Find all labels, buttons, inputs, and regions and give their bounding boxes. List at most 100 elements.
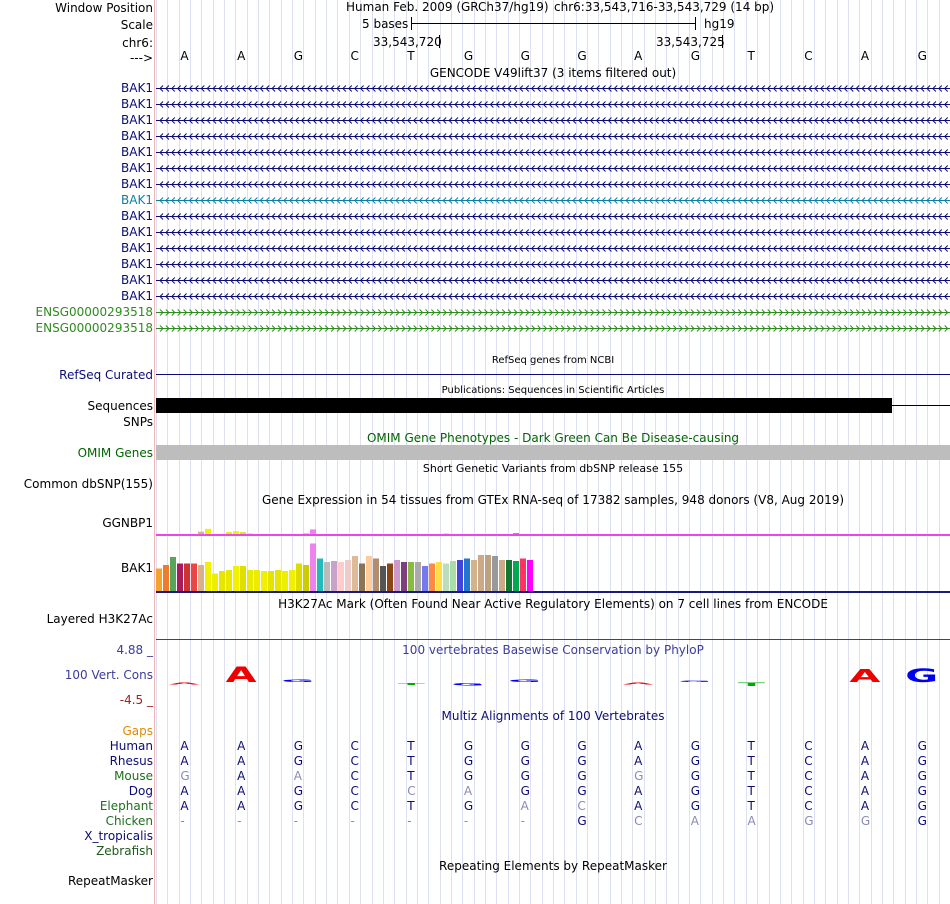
gtex-bak1-bar[interactable]	[226, 570, 232, 591]
gtex-bak1-bar[interactable]	[485, 555, 491, 591]
gtex-bak1-bar[interactable]	[247, 570, 253, 591]
gencode-transcript-feature[interactable]	[156, 97, 950, 111]
publication-sequence-block[interactable]	[156, 398, 892, 413]
gtex-bak1-bar[interactable]	[177, 563, 183, 592]
gtex-bak1-bar[interactable]	[170, 557, 176, 591]
gtex-bak1-bar[interactable]	[205, 562, 211, 591]
gtex-bak1-bar[interactable]	[513, 561, 519, 591]
multiz-species-label[interactable]: Rhesus	[109, 754, 153, 768]
gtex-gene-2-label[interactable]: BAK1	[121, 561, 153, 575]
gtex-bak1-bar[interactable]	[429, 563, 435, 592]
gtex-bak1-bar[interactable]	[254, 570, 260, 591]
gtex-bak1-bar[interactable]	[275, 570, 281, 591]
gtex-bak1-bar[interactable]	[324, 562, 330, 591]
repeatmasker-label[interactable]: RepeatMasker	[67, 874, 153, 888]
gtex-bak1-bar[interactable]	[478, 555, 484, 591]
gtex-bak1-bar[interactable]	[338, 562, 344, 591]
gtex-bak1-bar[interactable]	[443, 563, 449, 592]
gtex-bak1-bar[interactable]	[366, 556, 372, 591]
gtex-bak1-bar[interactable]	[212, 573, 218, 592]
multiz-species-label[interactable]: Chicken	[105, 814, 153, 828]
gencode-transcript-label[interactable]: BAK1	[121, 113, 153, 127]
gtex-bak1-bar[interactable]	[317, 558, 323, 592]
gencode-transcript-label[interactable]: BAK1	[121, 81, 153, 95]
gtex-bak1-bar[interactable]	[387, 563, 393, 592]
gtex-ggnbp1-bar[interactable]	[233, 531, 239, 535]
gencode-transcript-feature[interactable]	[156, 193, 950, 207]
gtex-bak1-bar[interactable]	[450, 561, 456, 591]
omim-phenotype-bar[interactable]	[156, 445, 950, 460]
gencode-transcript-label[interactable]: BAK1	[121, 145, 153, 159]
phylop-label[interactable]: 100 Vert. Cons	[64, 668, 153, 682]
gencode-transcript-feature[interactable]	[156, 225, 950, 239]
gtex-bak1-bar[interactable]	[415, 562, 421, 591]
gtex-bak1-bar[interactable]	[282, 571, 288, 591]
multiz-species-label[interactable]: X_tropicalis	[84, 829, 153, 843]
gencode-transcript-label[interactable]: BAK1	[121, 161, 153, 175]
gtex-bak1-bar[interactable]	[464, 558, 470, 592]
multiz-species-label[interactable]: Zebrafish	[96, 844, 153, 858]
gencode-transcript-feature[interactable]	[156, 81, 950, 95]
gtex-bak1-bar[interactable]	[219, 571, 225, 591]
gtex-bak1-bar[interactable]	[198, 565, 204, 591]
refseq-gene-line[interactable]	[156, 374, 950, 375]
gtex-bak1-bar[interactable]	[184, 563, 190, 592]
gtex-gene-1-label[interactable]: GGNBP1	[102, 516, 153, 530]
gtex-bak1-bar[interactable]	[191, 563, 197, 592]
gencode-transcript-label[interactable]: BAK1	[121, 129, 153, 143]
phylop-logo[interactable]: A A G T G G A G T A G	[156, 655, 950, 695]
gencode-transcript-label[interactable]: BAK1	[121, 225, 153, 239]
gtex-bak1-bar[interactable]	[436, 562, 442, 591]
gtex-bak1-bar[interactable]	[345, 560, 351, 591]
multiz-species-label[interactable]: Dog	[128, 784, 153, 798]
gtex-ggnbp1-bar[interactable]	[310, 529, 316, 535]
gtex-bak1-bar[interactable]	[352, 556, 358, 591]
gencode-transcript-label[interactable]: BAK1	[121, 193, 153, 207]
gencode-transcript-label[interactable]: BAK1	[121, 177, 153, 191]
multiz-species-label[interactable]: Human	[109, 739, 153, 753]
gtex-bak1-bar[interactable]	[261, 571, 267, 591]
gtex-bak1-bar[interactable]	[296, 563, 302, 592]
gtex-ggnbp1-bar[interactable]	[205, 528, 211, 535]
dbsnp-label[interactable]: Common dbSNP(155)	[23, 477, 153, 491]
gtex-bak1-bar[interactable]	[401, 562, 407, 591]
gtex-bak1-bar[interactable]	[506, 560, 512, 591]
gencode-transcript-feature[interactable]	[156, 161, 950, 175]
gtex-bak1-bar[interactable]	[289, 570, 295, 591]
gtex-bak1-bar[interactable]	[156, 568, 162, 592]
gtex-bak1-bar[interactable]	[380, 566, 386, 591]
gtex-bak1-bar[interactable]	[499, 560, 505, 591]
gtex-bak1-bar[interactable]	[520, 558, 526, 592]
omim-label[interactable]: OMIM Genes	[77, 446, 153, 460]
gaps-label[interactable]: Gaps	[122, 724, 153, 738]
gencode-transcript-feature[interactable]	[156, 177, 950, 191]
gencode-transcript-feature[interactable]	[156, 289, 950, 303]
gencode-transcript-label[interactable]: BAK1	[121, 97, 153, 111]
gtex-bak1-bar[interactable]	[268, 571, 274, 591]
gtex-bak1-bar[interactable]	[394, 560, 400, 591]
multiz-species-label[interactable]: Mouse	[114, 769, 153, 783]
gencode-transcript-feature[interactable]	[156, 129, 950, 143]
gtex-expression-chart[interactable]	[156, 505, 950, 597]
gencode-transcript-feature[interactable]	[156, 273, 950, 287]
gencode-transcript-label[interactable]: ENSG00000293518	[35, 305, 153, 319]
h3k27ac-label[interactable]: Layered H3K27Ac	[46, 612, 153, 626]
gtex-bak1-bar[interactable]	[303, 565, 309, 591]
gencode-transcript-feature[interactable]	[156, 321, 950, 335]
gencode-transcript-label[interactable]: BAK1	[121, 289, 153, 303]
gencode-transcript-feature[interactable]	[156, 145, 950, 159]
gtex-ggnbp1-bar[interactable]	[226, 532, 232, 535]
gtex-bak1-bar[interactable]	[527, 560, 533, 591]
gencode-transcript-label[interactable]: BAK1	[121, 273, 153, 287]
gtex-bak1-bar[interactable]	[359, 563, 365, 592]
gtex-bak1-bar[interactable]	[471, 560, 477, 591]
gencode-transcript-feature[interactable]	[156, 305, 950, 319]
gtex-bak1-bar[interactable]	[457, 560, 463, 591]
gtex-ggnbp1-bar[interactable]	[240, 532, 246, 535]
gencode-transcript-feature[interactable]	[156, 209, 950, 223]
refseq-label[interactable]: RefSeq Curated	[59, 368, 153, 382]
gencode-transcript-feature[interactable]	[156, 257, 950, 271]
gencode-transcript-feature[interactable]	[156, 241, 950, 255]
position-text[interactable]: chr6:33,543,716-33,543,729 (14 bp)	[554, 0, 775, 14]
gtex-bak1-bar[interactable]	[310, 543, 316, 592]
